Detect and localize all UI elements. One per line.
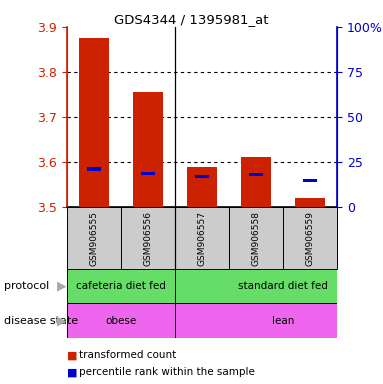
Bar: [195, 175, 210, 178]
Text: obese: obese: [105, 316, 137, 326]
Bar: [67, 269, 175, 303]
Text: disease state: disease state: [4, 316, 78, 326]
Text: ▶: ▶: [57, 280, 66, 293]
Bar: [283, 207, 337, 269]
Bar: [249, 173, 264, 177]
Bar: [79, 38, 109, 207]
Bar: [187, 167, 217, 207]
Text: GSM906557: GSM906557: [198, 210, 206, 266]
Text: percentile rank within the sample: percentile rank within the sample: [79, 367, 254, 377]
Text: GSM906556: GSM906556: [144, 210, 152, 266]
Bar: [175, 303, 337, 338]
Bar: [121, 207, 175, 269]
Bar: [67, 207, 121, 269]
Text: GDS4344 / 1395981_at: GDS4344 / 1395981_at: [114, 13, 269, 26]
Text: ■: ■: [67, 350, 77, 360]
Bar: [87, 167, 101, 170]
Bar: [295, 198, 325, 207]
Bar: [175, 269, 337, 303]
Text: GSM906558: GSM906558: [252, 210, 260, 266]
Bar: [303, 179, 318, 182]
Bar: [67, 303, 175, 338]
Text: cafeteria diet fed: cafeteria diet fed: [76, 281, 166, 291]
Bar: [241, 157, 271, 207]
Text: protocol: protocol: [4, 281, 49, 291]
Text: GSM906555: GSM906555: [90, 210, 98, 266]
Text: standard diet fed: standard diet fed: [238, 281, 328, 291]
Text: ■: ■: [67, 367, 77, 377]
Bar: [175, 207, 229, 269]
Bar: [141, 172, 155, 175]
Text: lean: lean: [272, 316, 294, 326]
Bar: [133, 92, 163, 207]
Text: ▶: ▶: [57, 314, 66, 327]
Text: transformed count: transformed count: [79, 350, 176, 360]
Text: GSM906559: GSM906559: [306, 210, 314, 266]
Bar: [229, 207, 283, 269]
